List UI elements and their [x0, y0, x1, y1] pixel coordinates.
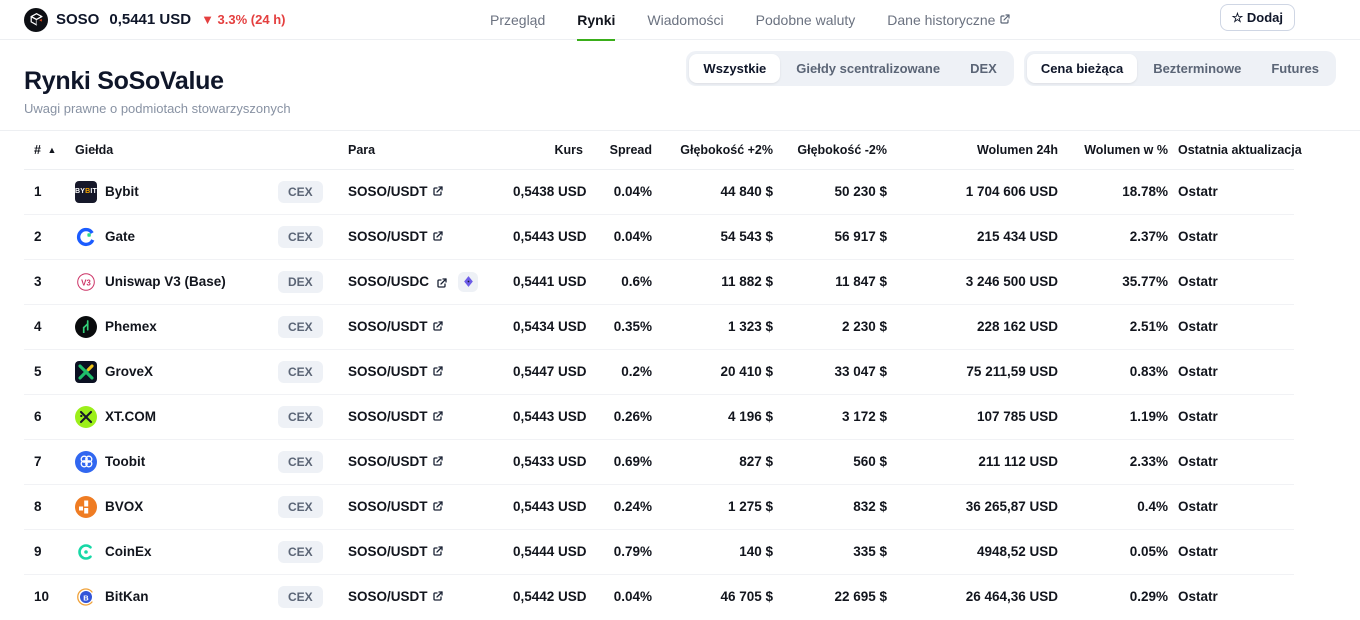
svg-text:V3: V3	[81, 278, 91, 287]
svg-text:B: B	[83, 593, 89, 602]
